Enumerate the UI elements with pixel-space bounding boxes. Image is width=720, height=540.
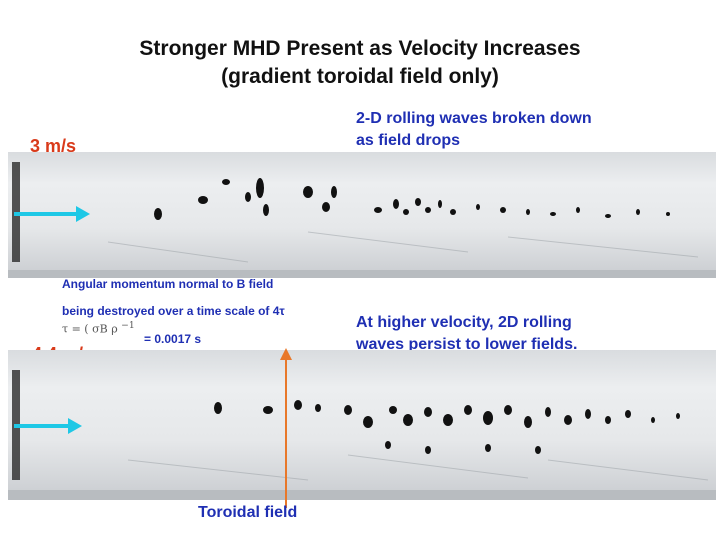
angular-note-line1: Angular momentum normal to B field bbox=[62, 277, 274, 291]
flow-image-bottom-graphic bbox=[8, 370, 716, 500]
toroidal-arrow-shaft bbox=[285, 358, 287, 508]
slide-title-line1: Stronger MHD Present as Velocity Increas… bbox=[139, 37, 581, 60]
flow-image-top-graphic bbox=[8, 162, 716, 278]
flow-arrow-bottom-shaft bbox=[14, 424, 70, 428]
formula-exponent: −1 bbox=[121, 320, 135, 331]
note-top-line1: 2-D rolling waves broken down bbox=[356, 110, 592, 127]
angular-note-line2: being destroyed over a time scale of 4τ bbox=[62, 304, 285, 318]
toroidal-label: Toroidal field bbox=[198, 504, 298, 521]
note-right: At higher velocity, 2D rolling waves per… bbox=[356, 312, 706, 356]
toroidal-arrow-head-icon bbox=[280, 348, 292, 360]
note-top: 2-D rolling waves broken down as field d… bbox=[356, 108, 706, 152]
flow-image-top bbox=[8, 152, 716, 278]
flow-arrow-top-shaft bbox=[14, 212, 78, 216]
slide-title-line2: (gradient toroidal field only) bbox=[221, 65, 499, 88]
formula-tau: τ = ( bbox=[62, 322, 89, 336]
tau-formula: τ = ( σB ρ −1 bbox=[62, 320, 135, 336]
note-right-line1: At higher velocity, 2D rolling bbox=[356, 314, 572, 331]
flow-arrow-bottom-head-icon bbox=[68, 418, 82, 434]
formula-frac: σB bbox=[92, 322, 108, 336]
flow-arrow-top-head-icon bbox=[76, 206, 90, 222]
formula-rho: ρ bbox=[111, 322, 118, 336]
note-top-line2: as field drops bbox=[356, 132, 461, 149]
formula-value: = 0.0017 s bbox=[144, 332, 202, 346]
flow-image-bottom bbox=[8, 350, 716, 500]
speed-label-top: 3 m/s bbox=[30, 136, 77, 156]
note-right-line2: waves persist to lower fields. bbox=[356, 336, 578, 353]
